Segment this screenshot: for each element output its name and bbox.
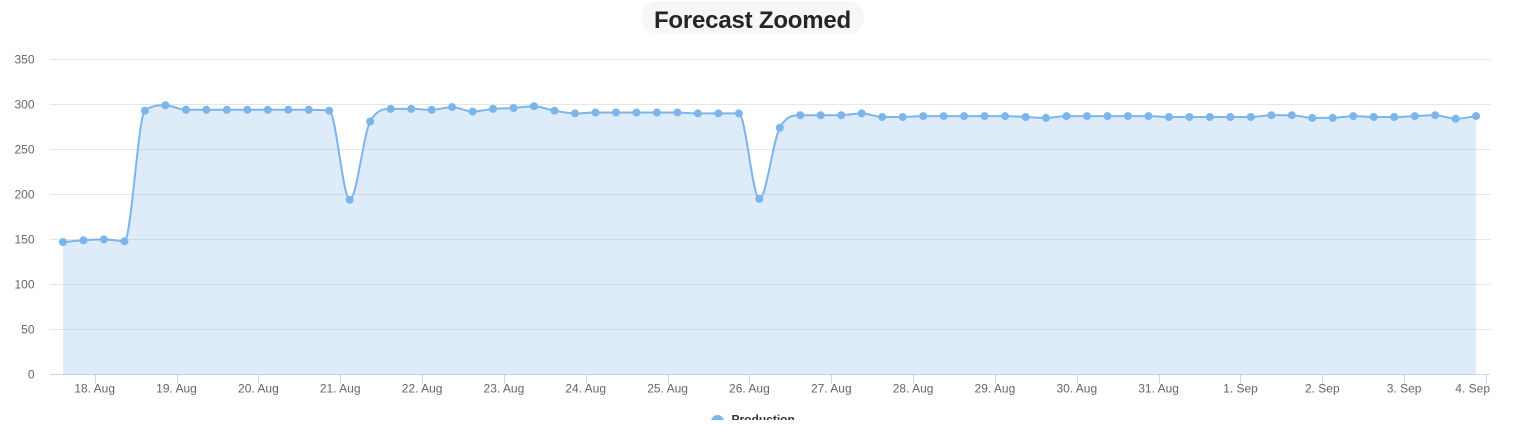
svg-text:24. Aug: 24. Aug [565,382,606,396]
svg-text:31. Aug: 31. Aug [1138,382,1179,396]
svg-text:29. Aug: 29. Aug [975,382,1016,396]
svg-text:1. Sep: 1. Sep [1223,382,1258,396]
svg-text:26. Aug: 26. Aug [729,382,770,396]
svg-text:19. Aug: 19. Aug [156,382,197,396]
svg-text:20. Aug: 20. Aug [238,382,279,396]
svg-text:4. Sep: 4. Sep [1455,382,1490,396]
svg-text:28. Aug: 28. Aug [893,382,934,396]
svg-text:150: 150 [14,232,34,246]
svg-text:100: 100 [14,277,34,291]
svg-text:25. Aug: 25. Aug [647,382,688,396]
svg-text:3. Sep: 3. Sep [1387,382,1422,396]
svg-text:250: 250 [14,142,34,156]
svg-text:23. Aug: 23. Aug [484,382,525,396]
svg-text:22. Aug: 22. Aug [402,382,443,396]
svg-text:350: 350 [14,52,34,66]
svg-text:300: 300 [14,97,34,111]
svg-text:Production: Production [732,412,795,420]
svg-text:27. Aug: 27. Aug [811,382,852,396]
svg-text:21. Aug: 21. Aug [320,382,361,396]
svg-text:0: 0 [28,367,35,381]
svg-text:50: 50 [21,322,35,336]
svg-text:2. Sep: 2. Sep [1305,382,1340,396]
svg-text:200: 200 [14,187,34,201]
svg-text:Forecast Zoomed: Forecast Zoomed [654,7,851,34]
svg-text:18. Aug: 18. Aug [74,382,115,396]
svg-text:30. Aug: 30. Aug [1056,382,1097,396]
